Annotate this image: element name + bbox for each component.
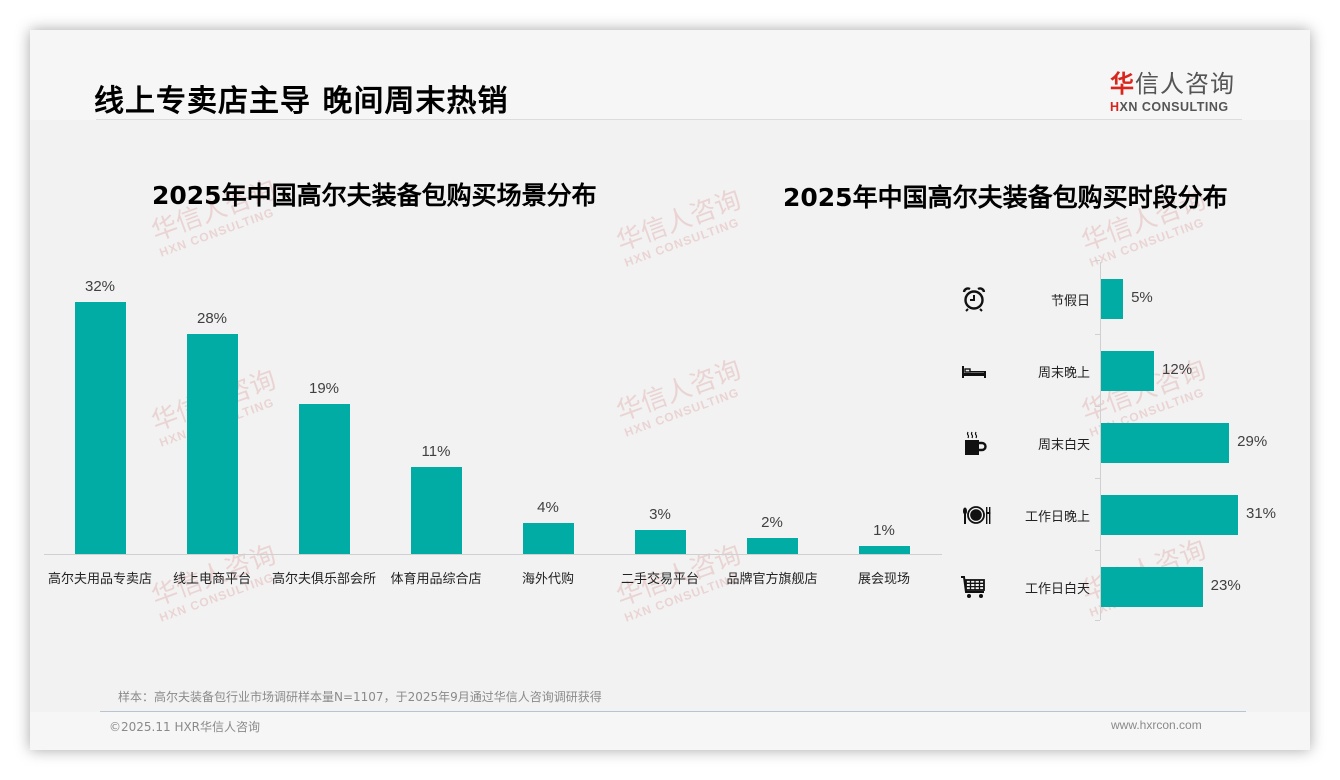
watermark-cn: 华信人咨询 (612, 184, 746, 258)
company-logo: 华信人咨询 HXN CONSULTING (1110, 64, 1240, 114)
axis-tick (1095, 260, 1100, 261)
bar (635, 530, 686, 554)
axis-tick (1095, 478, 1100, 479)
category-label: 节假日 (1050, 294, 1090, 309)
bar (411, 467, 462, 554)
slide: 华信人咨询 HXN CONSULTING 华信人咨询 HXN CONSULTING 华信… (30, 30, 1310, 750)
bar-group: 4% 海外代购 (492, 270, 604, 587)
bar (1101, 495, 1238, 535)
category-label: 周末晚上 (1037, 366, 1090, 381)
footer-band (30, 712, 1310, 750)
bar (1101, 279, 1124, 319)
dining-plate-icon (960, 501, 991, 529)
bar (523, 522, 574, 554)
bar-value-label: 31% (1246, 505, 1277, 522)
bar-value-label: 19% (308, 380, 340, 398)
category-label: 工作日晚上 (1024, 510, 1090, 525)
y-axis-line (1100, 262, 1101, 620)
left-chart-title: 2025年中国高尔夫装备包购买场景分布 (152, 181, 597, 210)
bar-value-label: 28% (196, 309, 228, 327)
bar-group: 28% 线上电商平台 (156, 270, 268, 588)
category-label: 工作日白天 (1024, 582, 1090, 597)
source-note: 样本：高尔夫装备包行业市场调研样本量N=1107，于2025年9月通过华信人咨询… (118, 690, 602, 704)
bar (1101, 423, 1230, 463)
bar-group: 2% 品牌官方旗舰店 (716, 270, 828, 587)
bar-value-label: 3% (649, 506, 671, 524)
category-label: 展会现场 (857, 572, 910, 587)
alarm-clock-icon (960, 285, 988, 313)
axis-tick (1095, 620, 1100, 621)
bar-value-label: 11% (421, 443, 451, 461)
category-label: 海外代购 (521, 572, 574, 587)
header-divider (96, 119, 1242, 120)
bar-value-label: 29% (1237, 433, 1268, 450)
bed-icon (960, 357, 988, 385)
bar (747, 538, 798, 554)
bar-value-label: 5% (1131, 289, 1153, 306)
logo-chinese: 华信人咨询 (1110, 64, 1240, 99)
purchase-scene-bar-chart: 32% 高尔夫用品专卖店 28% 线上电商平台 19% 高尔夫俱乐部会所 11% 体育用品综合… (44, 270, 942, 610)
category-label: 高尔夫俱乐部会所 (271, 572, 376, 587)
coffee-cup-icon (960, 429, 988, 457)
bar-row: 工作日晚上 31% (940, 495, 1300, 535)
bar (299, 404, 350, 554)
bar-row: 工作日白天 23% (940, 567, 1300, 607)
category-label: 线上电商平台 (172, 572, 251, 587)
category-label: 品牌官方旗舰店 (726, 572, 818, 587)
bar (75, 302, 126, 554)
bar-value-label: 12% (1162, 361, 1193, 378)
shopping-cart-icon (960, 573, 988, 601)
axis-tick (1095, 334, 1100, 335)
bar-group: 19% 高尔夫俱乐部会所 (268, 270, 380, 587)
logo-cn-first-char: 华 (1110, 70, 1135, 98)
bar-group: 11% 体育用品综合店 (380, 270, 492, 587)
bar-group: 3% 二手交易平台 (604, 270, 716, 587)
header-band (30, 30, 1310, 120)
purchase-time-bar-chart: 节假日 5% 周末晚上 12% 周末白天 29% 工作日晚上 31% 工作日白天 23% (940, 260, 1300, 640)
bar (1101, 351, 1155, 391)
footer-divider (100, 711, 1246, 712)
logo-en-rest: XN CONSULTING (1119, 100, 1229, 114)
axis-tick (1095, 550, 1100, 551)
bar-row: 周末晚上 12% (940, 351, 1300, 391)
bar-group: 1% 展会现场 (828, 270, 940, 587)
logo-cn-rest: 信人咨询 (1135, 70, 1235, 98)
bar-group: 32% 高尔夫用品专卖店 (44, 270, 156, 587)
category-label: 体育用品综合店 (390, 572, 482, 587)
bar-value-label: 32% (84, 278, 116, 295)
category-label: 二手交易平台 (620, 572, 699, 587)
bar (859, 546, 910, 554)
bar-value-label: 1% (873, 522, 895, 540)
bar-row: 节假日 5% (940, 279, 1300, 319)
bar-value-label: 2% (761, 514, 783, 532)
category-label: 周末白天 (1037, 438, 1090, 453)
category-label: 高尔夫用品专卖店 (47, 572, 152, 587)
x-axis-line (44, 554, 942, 555)
right-chart-title: 2025年中国高尔夫装备包购买时段分布 (783, 183, 1228, 212)
bar (187, 333, 238, 554)
bar (1101, 567, 1203, 607)
copyright: ©2025.11 HXR华信人咨询 (109, 720, 261, 734)
axis-tick (1095, 406, 1100, 407)
bar-row: 周末白天 29% (940, 423, 1300, 463)
bar-value-label: 23% (1210, 577, 1241, 594)
watermark-en: HXN CONSULTING (622, 215, 742, 270)
logo-en-first-char: H (1110, 100, 1120, 114)
bar-value-label: 4% (537, 498, 559, 516)
website-link[interactable]: www.hxrcon.com (1111, 718, 1202, 732)
logo-english: HXN CONSULTING (1110, 100, 1240, 114)
page-title: 线上专卖店主导 晚间周末热销 (94, 84, 509, 119)
